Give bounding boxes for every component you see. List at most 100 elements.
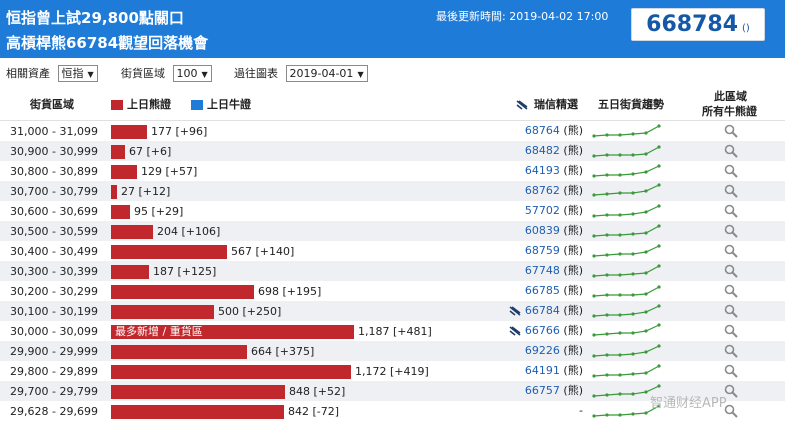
bear-bar[interactable] xyxy=(111,405,284,419)
search-icon[interactable] xyxy=(724,324,738,338)
table-row[interactable]: 30,700 - 30,799 27 [+12] 68762 (熊) xyxy=(0,181,785,201)
warrant-code[interactable]: 68762 xyxy=(524,184,560,197)
warrant-code[interactable]: 66785 xyxy=(524,284,560,297)
headline-subtitle: 高槓桿熊66784觀望回落機會 xyxy=(6,34,209,52)
table-row[interactable]: 29,628 - 29,699 842 [-72] - xyxy=(0,401,785,421)
warrant-code[interactable]: 57702 xyxy=(524,204,560,217)
search-icon[interactable] xyxy=(724,124,738,138)
table-row[interactable]: 30,000 - 30,099 最多新增 / 重貨區 1,187 [+481] 667… xyxy=(0,321,785,341)
bear-value: 67 [+6] xyxy=(129,145,172,158)
ubs-warrant[interactable]: 68764 (熊) xyxy=(493,123,583,139)
warrant-code[interactable]: 66766 xyxy=(524,324,560,337)
bear-bar[interactable] xyxy=(111,245,227,259)
bear-bar[interactable] xyxy=(111,185,117,199)
table-row[interactable]: 29,800 - 29,899 1,172 [+419] 64191 (熊) xyxy=(0,361,785,381)
bear-value: 1,172 [+419] xyxy=(355,365,429,378)
warrant-code[interactable]: 64193 xyxy=(524,164,560,177)
table-row[interactable]: 30,300 - 30,399 187 [+125] 67748 (熊) xyxy=(0,261,785,281)
asset-select-value: 恒指 xyxy=(61,67,84,80)
legend-bear[interactable]: 上日熊證 xyxy=(111,96,171,112)
zone-range: 30,000 - 30,099 xyxy=(10,325,98,338)
ubs-warrant[interactable]: 68482 (熊) xyxy=(493,143,583,159)
warrant-code[interactable]: 66784 xyxy=(524,304,560,317)
search-icon[interactable] xyxy=(724,384,738,398)
search-icon[interactable] xyxy=(724,364,738,378)
warrant-code[interactable]: 69226 xyxy=(524,344,560,357)
trend-sparkline xyxy=(592,304,661,318)
past-chart-label: 過往圖表 xyxy=(234,67,278,80)
search-icon[interactable] xyxy=(724,284,738,298)
asset-select[interactable]: 恒指 ▼ xyxy=(57,65,98,82)
bear-value: 177 [+96] xyxy=(151,125,208,138)
warrant-type: (熊) xyxy=(563,184,583,197)
zone-range: 30,400 - 30,499 xyxy=(10,245,98,258)
bear-bar[interactable] xyxy=(111,345,247,359)
bear-bar[interactable] xyxy=(111,365,351,379)
search-icon[interactable] xyxy=(724,264,738,278)
ubs-warrant[interactable]: 64191 (熊) xyxy=(493,363,583,379)
legend-bull[interactable]: 上日牛證 xyxy=(191,96,251,112)
bear-bar[interactable] xyxy=(111,205,130,219)
bear-bar[interactable] xyxy=(111,225,153,239)
table-row[interactable]: 30,200 - 30,299 698 [+195] 66785 (熊) xyxy=(0,281,785,301)
zone-select[interactable]: 100 ▼ xyxy=(172,65,212,82)
trend-sparkline xyxy=(592,164,661,178)
ubs-warrant[interactable]: 60839 (熊) xyxy=(493,223,583,239)
warrant-code[interactable]: 68482 xyxy=(524,144,560,157)
warrant-code[interactable]: 66757 xyxy=(524,384,560,397)
warrant-code[interactable]: 68759 xyxy=(524,244,560,257)
table-row[interactable]: 30,100 - 30,199 500 [+250] 66784 (熊) xyxy=(0,301,785,321)
ubs-warrant[interactable]: 57702 (熊) xyxy=(493,203,583,219)
warrant-code[interactable]: 64191 xyxy=(524,364,560,377)
bear-bar[interactable]: 最多新增 / 重貨區 xyxy=(111,325,354,339)
ubs-warrant[interactable]: 68759 (熊) xyxy=(493,243,583,259)
warrant-type: - xyxy=(579,404,583,417)
table-row[interactable]: 29,900 - 29,999 664 [+375] 69226 (熊) xyxy=(0,341,785,361)
warrant-code[interactable]: 60839 xyxy=(524,224,560,237)
ubs-warrant[interactable]: 69226 (熊) xyxy=(493,343,583,359)
table-row[interactable]: 30,500 - 30,599 204 [+106] 60839 (熊) xyxy=(0,221,785,241)
search-icon[interactable] xyxy=(724,164,738,178)
bear-bar[interactable] xyxy=(111,385,285,399)
trend-sparkline xyxy=(592,244,661,258)
ubs-warrant[interactable]: 66766 (熊) xyxy=(493,323,583,339)
badge-suffix: () xyxy=(742,23,750,34)
search-icon[interactable] xyxy=(724,204,738,218)
trend-sparkline xyxy=(592,145,661,158)
bear-bar[interactable] xyxy=(111,145,125,159)
bear-bar[interactable] xyxy=(111,125,147,139)
zone-range: 30,600 - 30,699 xyxy=(10,205,98,218)
past-chart-select[interactable]: 2019-04-01 ▼ xyxy=(285,65,368,82)
bear-bar[interactable] xyxy=(111,265,149,279)
bear-bar[interactable] xyxy=(111,165,137,179)
search-icon[interactable] xyxy=(724,304,738,318)
table-row[interactable]: 30,400 - 30,499 567 [+140] 68759 (熊) xyxy=(0,241,785,261)
warrant-code[interactable]: 68764 xyxy=(524,124,560,137)
search-icon[interactable] xyxy=(724,144,738,158)
table-row[interactable]: 30,900 - 30,999 67 [+6] 68482 (熊) xyxy=(0,141,785,161)
ubs-warrant[interactable]: 66785 (熊) xyxy=(493,283,583,299)
table-row[interactable]: 29,700 - 29,799 848 [+52] 66757 (熊) xyxy=(0,381,785,401)
ubs-warrant[interactable]: 67748 (熊) xyxy=(493,263,583,279)
ubs-warrant[interactable]: 66784 (熊) xyxy=(493,303,583,319)
search-icon[interactable] xyxy=(724,184,738,198)
ubs-warrant[interactable]: 64193 (熊) xyxy=(493,163,583,179)
bear-value: 500 [+250] xyxy=(218,305,282,318)
table-row[interactable]: 30,600 - 30,699 95 [+29] 57702 (熊) xyxy=(0,201,785,221)
table-row[interactable]: 30,800 - 30,899 129 [+57] 64193 (熊) xyxy=(0,161,785,181)
table-row[interactable]: 31,000 - 31,099 177 [+96] 68764 (熊) xyxy=(0,121,785,141)
warrant-code[interactable]: 67748 xyxy=(524,264,560,277)
search-icon[interactable] xyxy=(724,244,738,258)
bear-bar[interactable] xyxy=(111,305,214,319)
search-icon[interactable] xyxy=(724,344,738,358)
legend-bear-label: 上日熊證 xyxy=(127,98,171,111)
ubs-warrant[interactable]: 68762 (熊) xyxy=(493,183,583,199)
trend-sparkline xyxy=(592,183,661,197)
search-icon[interactable] xyxy=(724,404,738,418)
zone-range: 30,100 - 30,199 xyxy=(10,305,98,318)
ubs-warrant[interactable]: 66757 (熊) xyxy=(493,383,583,399)
search-icon[interactable] xyxy=(724,224,738,238)
bear-bar[interactable] xyxy=(111,285,254,299)
warrant-type: (熊) xyxy=(563,364,583,377)
warrant-code-badge[interactable]: 668784() xyxy=(631,8,765,41)
